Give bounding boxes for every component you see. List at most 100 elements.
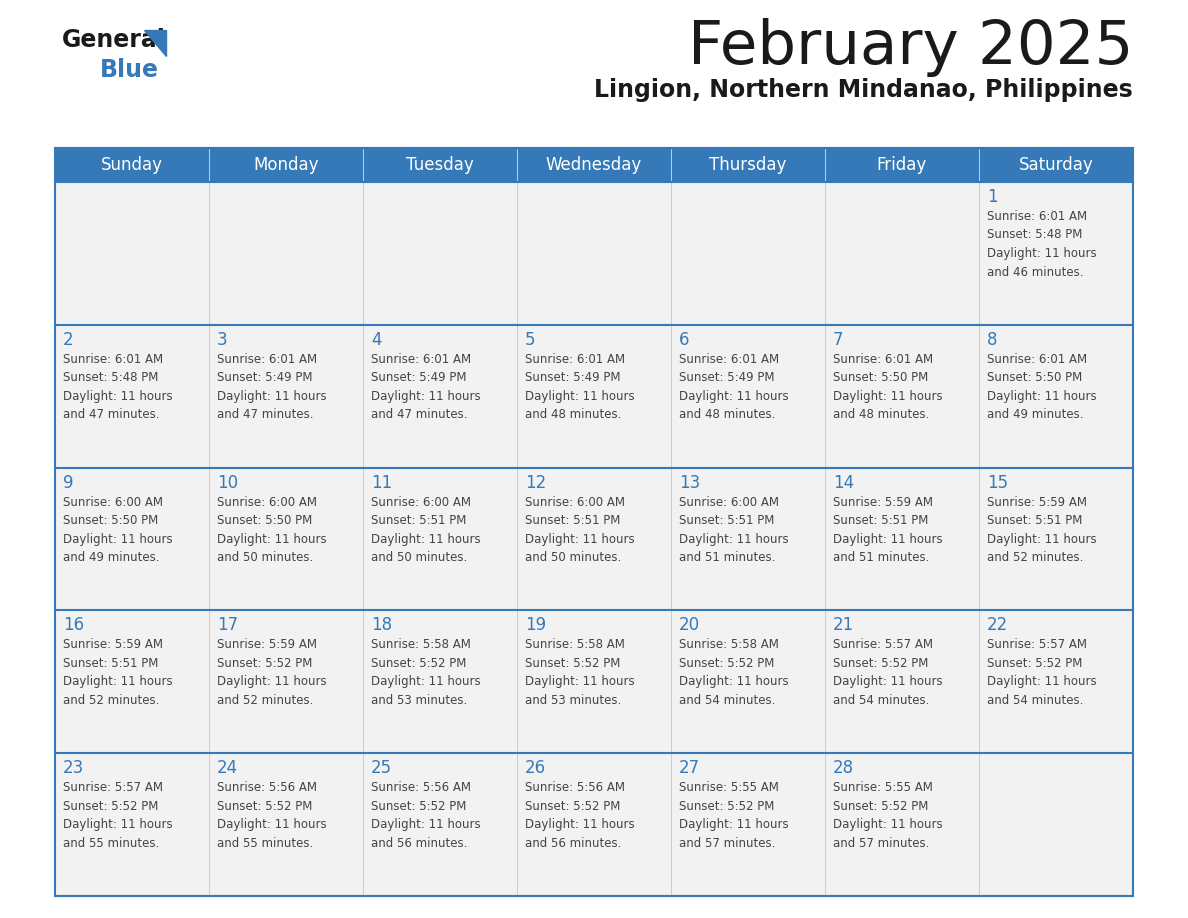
Text: Daylight: 11 hours: Daylight: 11 hours	[525, 390, 634, 403]
Text: Sunrise: 6:00 AM: Sunrise: 6:00 AM	[525, 496, 625, 509]
Text: 11: 11	[371, 474, 392, 492]
Text: Sunset: 5:50 PM: Sunset: 5:50 PM	[833, 371, 928, 385]
Text: Sunrise: 5:56 AM: Sunrise: 5:56 AM	[525, 781, 625, 794]
Text: Sunset: 5:48 PM: Sunset: 5:48 PM	[63, 371, 158, 385]
Text: and 51 minutes.: and 51 minutes.	[833, 551, 929, 564]
Bar	[209, 753, 364, 896]
Bar	[55, 753, 209, 896]
Text: 4: 4	[371, 330, 381, 349]
Text: Sunrise: 5:58 AM: Sunrise: 5:58 AM	[371, 638, 470, 652]
Text: Sunset: 5:52 PM: Sunset: 5:52 PM	[371, 657, 467, 670]
Bar	[824, 610, 979, 753]
Text: Sunrise: 5:56 AM: Sunrise: 5:56 AM	[217, 781, 317, 794]
Text: Blue: Blue	[100, 58, 159, 82]
Text: and 53 minutes.: and 53 minutes.	[525, 694, 621, 707]
Text: Sunset: 5:52 PM: Sunset: 5:52 PM	[987, 657, 1082, 670]
Bar	[979, 610, 1133, 753]
Text: and 49 minutes.: and 49 minutes.	[987, 409, 1083, 421]
Text: and 54 minutes.: and 54 minutes.	[987, 694, 1083, 707]
Text: 8: 8	[987, 330, 998, 349]
Text: Sunset: 5:52 PM: Sunset: 5:52 PM	[525, 800, 620, 812]
Text: Daylight: 11 hours: Daylight: 11 hours	[833, 390, 942, 403]
Bar	[517, 325, 671, 467]
Text: and 49 minutes.: and 49 minutes.	[63, 551, 159, 564]
Text: 15: 15	[987, 474, 1009, 492]
Text: 12: 12	[525, 474, 546, 492]
Text: Sunset: 5:52 PM: Sunset: 5:52 PM	[371, 800, 467, 812]
Bar	[671, 182, 824, 325]
Text: 13: 13	[680, 474, 700, 492]
Bar	[364, 325, 517, 467]
Text: Thursday: Thursday	[709, 156, 786, 174]
Text: Daylight: 11 hours: Daylight: 11 hours	[987, 390, 1097, 403]
Text: Sunrise: 6:01 AM: Sunrise: 6:01 AM	[525, 353, 625, 365]
Text: Daylight: 11 hours: Daylight: 11 hours	[525, 818, 634, 831]
Text: Sunset: 5:48 PM: Sunset: 5:48 PM	[987, 229, 1082, 241]
Text: and 53 minutes.: and 53 minutes.	[371, 694, 467, 707]
Text: Daylight: 11 hours: Daylight: 11 hours	[987, 247, 1097, 260]
Text: and 52 minutes.: and 52 minutes.	[217, 694, 314, 707]
Text: 14: 14	[833, 474, 854, 492]
Text: Sunset: 5:51 PM: Sunset: 5:51 PM	[525, 514, 620, 527]
Text: and 54 minutes.: and 54 minutes.	[680, 694, 776, 707]
Text: Lingion, Northern Mindanao, Philippines: Lingion, Northern Mindanao, Philippines	[594, 78, 1133, 102]
Bar	[671, 467, 824, 610]
Text: 9: 9	[63, 474, 74, 492]
Text: February 2025: February 2025	[688, 18, 1133, 77]
Bar	[55, 148, 1133, 182]
Bar	[824, 325, 979, 467]
Text: 20: 20	[680, 616, 700, 634]
Text: 3: 3	[217, 330, 228, 349]
Text: Sunset: 5:52 PM: Sunset: 5:52 PM	[833, 800, 928, 812]
Text: Sunset: 5:49 PM: Sunset: 5:49 PM	[680, 371, 775, 385]
Text: Daylight: 11 hours: Daylight: 11 hours	[833, 532, 942, 545]
Text: Daylight: 11 hours: Daylight: 11 hours	[371, 390, 481, 403]
Text: Daylight: 11 hours: Daylight: 11 hours	[833, 818, 942, 831]
Bar	[364, 610, 517, 753]
Text: Sunset: 5:52 PM: Sunset: 5:52 PM	[680, 800, 775, 812]
Text: Sunrise: 5:58 AM: Sunrise: 5:58 AM	[680, 638, 779, 652]
Bar	[364, 467, 517, 610]
Text: 18: 18	[371, 616, 392, 634]
Text: and 50 minutes.: and 50 minutes.	[217, 551, 314, 564]
Text: and 57 minutes.: and 57 minutes.	[680, 836, 776, 850]
Text: Saturday: Saturday	[1018, 156, 1093, 174]
Text: Sunset: 5:51 PM: Sunset: 5:51 PM	[987, 514, 1082, 527]
Text: Sunrise: 6:00 AM: Sunrise: 6:00 AM	[63, 496, 163, 509]
Text: Sunrise: 5:57 AM: Sunrise: 5:57 AM	[833, 638, 933, 652]
Text: Sunrise: 5:56 AM: Sunrise: 5:56 AM	[371, 781, 470, 794]
Text: Daylight: 11 hours: Daylight: 11 hours	[63, 676, 172, 688]
Bar	[671, 325, 824, 467]
Text: Sunrise: 5:57 AM: Sunrise: 5:57 AM	[987, 638, 1087, 652]
Text: 23: 23	[63, 759, 84, 778]
Text: 21: 21	[833, 616, 854, 634]
Bar	[671, 610, 824, 753]
Text: Sunset: 5:50 PM: Sunset: 5:50 PM	[217, 514, 312, 527]
Text: 26: 26	[525, 759, 546, 778]
Text: and 51 minutes.: and 51 minutes.	[680, 551, 776, 564]
Text: Sunrise: 5:55 AM: Sunrise: 5:55 AM	[833, 781, 933, 794]
Text: Sunrise: 6:01 AM: Sunrise: 6:01 AM	[987, 210, 1087, 223]
Bar	[209, 325, 364, 467]
Text: Sunset: 5:51 PM: Sunset: 5:51 PM	[833, 514, 928, 527]
Text: Sunrise: 5:59 AM: Sunrise: 5:59 AM	[833, 496, 933, 509]
Text: Sunset: 5:51 PM: Sunset: 5:51 PM	[63, 657, 158, 670]
Bar	[55, 467, 209, 610]
Text: Sunrise: 5:59 AM: Sunrise: 5:59 AM	[63, 638, 163, 652]
Text: Sunset: 5:50 PM: Sunset: 5:50 PM	[63, 514, 158, 527]
Text: Daylight: 11 hours: Daylight: 11 hours	[525, 532, 634, 545]
Text: Sunday: Sunday	[101, 156, 163, 174]
Text: 27: 27	[680, 759, 700, 778]
Text: 5: 5	[525, 330, 536, 349]
Text: 24: 24	[217, 759, 238, 778]
Text: Friday: Friday	[877, 156, 927, 174]
Bar	[517, 467, 671, 610]
Bar	[364, 182, 517, 325]
Text: 25: 25	[371, 759, 392, 778]
Text: Daylight: 11 hours: Daylight: 11 hours	[987, 532, 1097, 545]
Bar	[55, 610, 209, 753]
Bar	[209, 610, 364, 753]
Bar	[364, 753, 517, 896]
Text: and 54 minutes.: and 54 minutes.	[833, 694, 929, 707]
Text: Sunrise: 6:01 AM: Sunrise: 6:01 AM	[217, 353, 317, 365]
